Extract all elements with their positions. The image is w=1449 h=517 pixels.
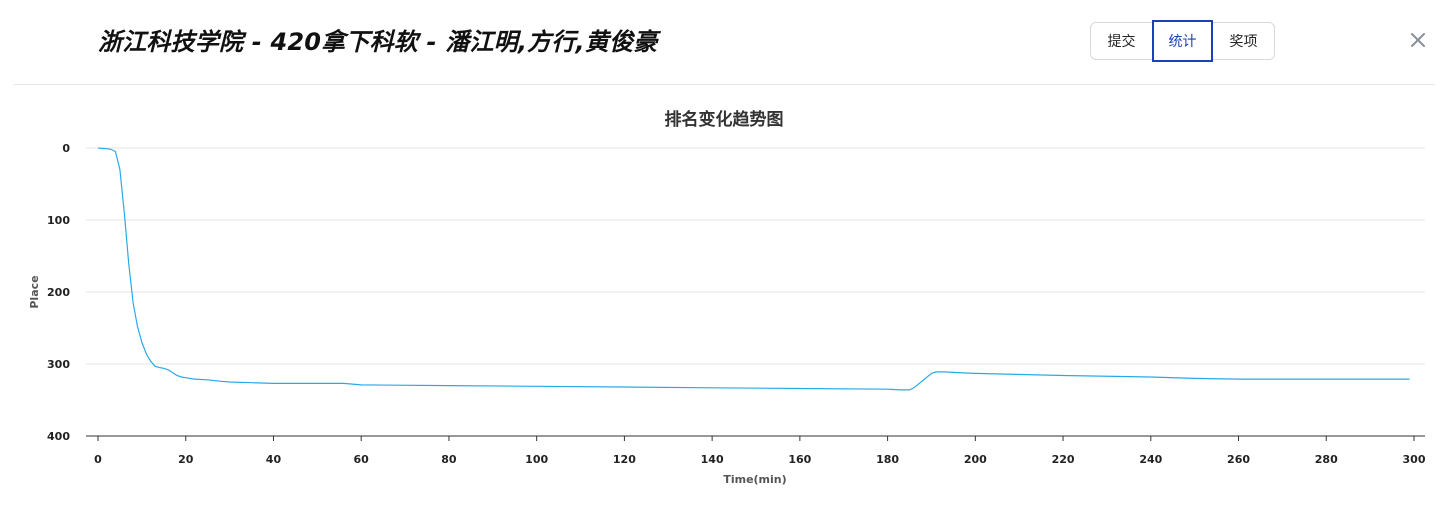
tab-submissions[interactable]: 提交 <box>1107 34 1136 50</box>
tab-statistics[interactable]: 统计 <box>1152 20 1213 62</box>
y-axis: 0 100 200 300 400 <box>47 142 70 443</box>
y-tick-label: 300 <box>47 358 70 371</box>
header-divider <box>14 84 1435 85</box>
x-tick-label: 220 <box>1052 453 1075 466</box>
view-tabs: 提交 统计 奖项 <box>1090 20 1275 62</box>
y-tick-label: 200 <box>47 286 70 299</box>
y-grid <box>86 147 1425 365</box>
close-button[interactable] <box>1406 28 1430 52</box>
x-tick-label: 60 <box>354 453 370 466</box>
x-tick-label: 0 <box>94 453 102 466</box>
x-tick-label: 40 <box>266 453 282 466</box>
x-tick-label: 20 <box>178 453 194 466</box>
x-tick-label: 300 <box>1403 453 1426 466</box>
y-tick-label: 400 <box>47 430 70 443</box>
x-tick-label: 260 <box>1227 453 1250 466</box>
x-tick-labels: 0 20 40 60 80 100 120 140 160 180 200 220 240 260 280 3… <box>94 453 1426 466</box>
x-tick-label: 240 <box>1139 453 1162 466</box>
close-icon <box>1411 33 1425 47</box>
team-title: 浙江科技学院 - 420拿下科软 - 潘江明,方行,黄俊豪 <box>98 28 658 56</box>
chart-title: 排名变化趋势图 <box>665 109 784 130</box>
tab-awards[interactable]: 奖项 <box>1229 34 1258 50</box>
x-tick-label: 200 <box>964 453 987 466</box>
x-axis-title: Time(min) <box>723 473 786 486</box>
y-axis-title: Place <box>28 275 41 308</box>
x-axis <box>86 435 1425 441</box>
x-tick-label: 80 <box>441 453 457 466</box>
y-tick-label: 0 <box>62 142 70 155</box>
x-tick-label: 180 <box>876 453 899 466</box>
x-tick-label: 140 <box>701 453 724 466</box>
series-line <box>97 147 1410 391</box>
x-tick-label: 100 <box>525 453 548 466</box>
x-tick-label: 280 <box>1315 453 1338 466</box>
x-tick-label: 160 <box>788 453 811 466</box>
y-tick-label: 100 <box>47 214 70 227</box>
x-tick-label: 120 <box>613 453 636 466</box>
